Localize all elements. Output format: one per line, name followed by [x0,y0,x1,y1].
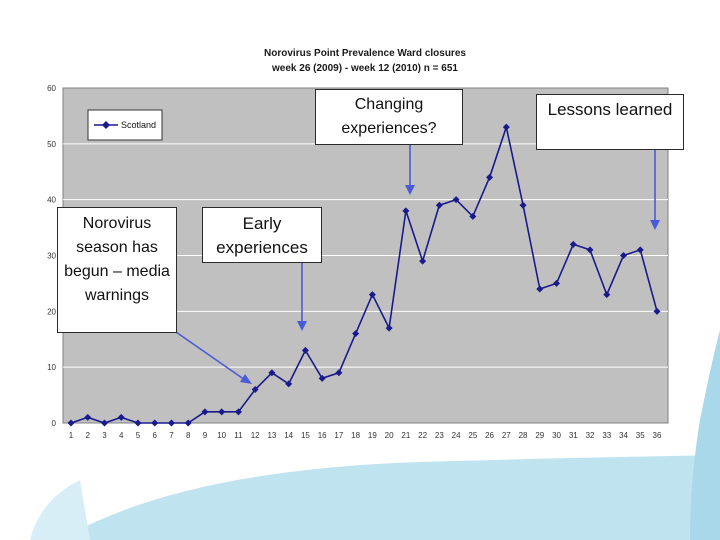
x-tick-label: 29 [535,431,544,440]
data-point [553,279,561,287]
legend: Scotland [87,109,163,141]
x-tick-label: 13 [267,431,276,440]
x-tick-label: 10 [217,431,226,440]
data-point [486,173,494,181]
y-tick-label: 0 [52,419,57,428]
legend-label-scotland: Scotland [121,120,156,130]
x-tick-label: 2 [86,431,91,440]
x-tick-label: 25 [468,431,477,440]
arrow-head-early [297,321,307,331]
x-tick-label: 12 [251,431,260,440]
x-tick-label: 9 [203,431,208,440]
x-tick-label: 11 [234,431,243,440]
data-point [218,408,226,416]
data-point [251,386,259,393]
y-axis-ticks: 0 10 20 30 40 50 60 [47,84,56,428]
x-tick-label: 6 [152,431,157,440]
x-tick-label: 17 [334,431,343,440]
data-point [569,240,577,248]
x-tick-label: 18 [351,431,360,440]
callout-early-experiences: Early experiences [202,207,322,263]
data-point [335,369,343,377]
x-tick-label: 27 [502,431,511,440]
series-markers [67,123,661,427]
data-point [184,419,192,427]
chart-title-line2: week 26 (2009) - week 12 (2010) n = 651 [272,63,458,74]
data-point [151,419,159,427]
chart-title-line1: Norovirus Point Prevalence Ward closures [264,48,466,59]
y-tick-label: 40 [47,196,56,205]
y-tick-label: 50 [47,140,56,149]
data-point [368,291,376,299]
x-tick-label: 35 [636,431,645,440]
data-point [234,408,242,416]
x-tick-label: 7 [169,431,174,440]
data-point [385,324,393,332]
x-tick-label: 4 [119,431,124,440]
x-axis-ticks: 1 2 3 4 5 6 7 8 9 10 11 12 13 14 15 16 17 18 19 20 21 22 23 24 2… [69,431,662,440]
data-point [268,369,276,377]
x-tick-label: 15 [301,431,310,440]
data-point [620,252,628,259]
x-tick-label: 33 [602,431,611,440]
data-point [301,346,309,354]
data-point [167,419,175,427]
x-tick-label: 31 [569,431,578,440]
data-point [201,408,209,416]
data-point [653,307,661,315]
x-tick-label: 14 [284,431,293,440]
data-point [318,374,326,382]
callout-norovirus-season: Norovirus season has begun – media warni… [57,207,177,333]
arrow-head-changing [405,185,415,195]
x-tick-label: 30 [552,431,561,440]
data-point [519,201,527,209]
data-point [536,285,544,293]
data-point [134,419,142,427]
x-tick-label: 5 [136,431,141,440]
data-point [419,257,427,265]
arrow-norovirus [175,331,246,381]
x-tick-label: 34 [619,431,628,440]
x-tick-label: 3 [102,431,107,440]
x-tick-label: 24 [452,431,461,440]
callout-changing-experiences: Changing experiences? [315,89,463,145]
data-point [586,246,594,254]
data-point [84,413,92,421]
data-point [67,419,75,427]
y-tick-label: 20 [47,307,56,316]
x-tick-label: 26 [485,431,494,440]
data-point [435,201,443,209]
data-point [352,330,360,338]
x-tick-label: 32 [586,431,595,440]
data-point [285,380,293,388]
x-tick-label: 20 [385,431,394,440]
y-tick-label: 60 [47,84,56,93]
data-point [100,419,108,427]
x-tick-label: 1 [69,431,74,440]
x-tick-label: 16 [318,431,327,440]
data-point [502,123,510,131]
x-tick-label: 28 [519,431,528,440]
data-point [117,413,125,421]
x-tick-label: 22 [418,431,427,440]
y-tick-label: 10 [47,363,56,372]
data-point [469,212,477,220]
callout-lessons-learned: Lessons learned [536,94,684,150]
x-tick-label: 19 [368,431,377,440]
callout-arrows [175,145,660,384]
x-tick-label: 36 [653,431,662,440]
x-tick-label: 21 [401,431,410,440]
arrow-head-norovirus [240,374,252,384]
data-point [636,246,644,254]
data-point [603,291,611,299]
data-point [402,207,410,215]
y-tick-label: 30 [47,252,56,261]
x-tick-label: 23 [435,431,444,440]
x-tick-label: 8 [186,431,191,440]
arrow-head-lessons [650,220,660,230]
data-point [452,196,460,204]
